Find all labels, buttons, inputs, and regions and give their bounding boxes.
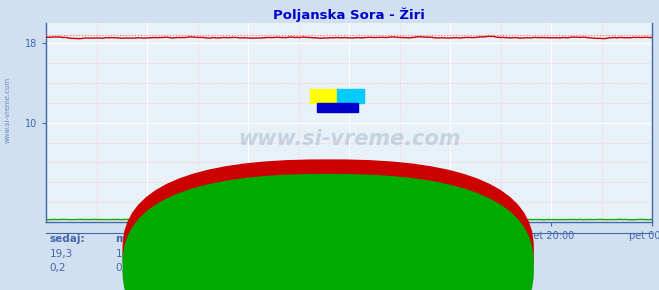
Text: www.si-vreme.com: www.si-vreme.com xyxy=(238,128,461,148)
Bar xyxy=(317,103,358,112)
Text: 19,4: 19,4 xyxy=(247,249,270,259)
Text: 18,2: 18,2 xyxy=(115,249,138,259)
Bar xyxy=(337,89,364,103)
Text: 0,2: 0,2 xyxy=(115,263,132,273)
Text: 0,3: 0,3 xyxy=(181,263,198,273)
Text: pretok[m3/s]: pretok[m3/s] xyxy=(339,261,407,271)
Text: www.si-vreme.com: www.si-vreme.com xyxy=(5,77,11,143)
Text: min.:: min.: xyxy=(115,234,146,244)
Bar xyxy=(310,89,337,103)
Text: temperatura[C]: temperatura[C] xyxy=(339,246,421,256)
Text: Poljanska Sora - Žiri: Poljanska Sora - Žiri xyxy=(323,232,449,244)
Text: sedaj:: sedaj: xyxy=(49,234,85,244)
Text: maks.:: maks.: xyxy=(247,234,287,244)
Text: povpr.:: povpr.: xyxy=(181,234,222,244)
Text: 19,3: 19,3 xyxy=(49,249,72,259)
Text: 0,4: 0,4 xyxy=(247,263,264,273)
Title: Poljanska Sora - Žiri: Poljanska Sora - Žiri xyxy=(273,8,425,22)
Text: 0,2: 0,2 xyxy=(49,263,66,273)
Text: 18,8: 18,8 xyxy=(181,249,204,259)
